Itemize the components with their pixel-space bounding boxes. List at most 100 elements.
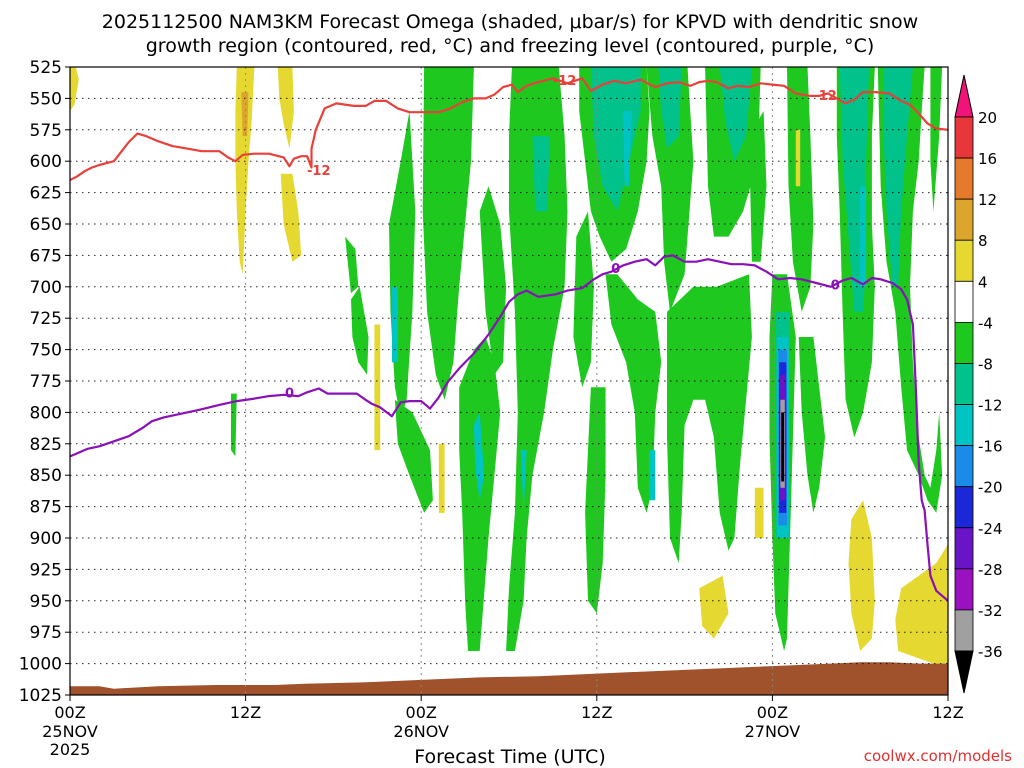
colorbar-label-1: 16	[978, 150, 997, 168]
y-tick-label-1000: 1000	[19, 655, 62, 675]
omega-region-teal-18	[532, 136, 550, 212]
chart-title-line2: growth region (contoured, red, °C) and f…	[146, 35, 875, 57]
omega-region-green-20	[573, 211, 594, 388]
ground-fill	[70, 662, 948, 695]
x-tick-label-60: 12Z	[932, 703, 963, 722]
omega-region-green-51	[930, 67, 943, 212]
omega-region-teal-50	[883, 67, 913, 287]
omega-region-teal-27	[658, 67, 682, 149]
red-contour-label-2: -12	[813, 89, 837, 104]
colorbar-label-7: -12	[978, 397, 1003, 415]
x-tick-date-48: 27NOV	[745, 722, 801, 741]
colorbar-label-12: -32	[978, 602, 1003, 620]
omega-region-green-15	[479, 186, 507, 375]
omega-region-black-42	[781, 412, 785, 482]
omega-region-orange-2	[241, 92, 249, 137]
colorbar-label-8: -16	[978, 438, 1003, 456]
colorbar-bin-12	[954, 609, 974, 652]
colorbar-label-2: 12	[978, 191, 997, 209]
x-tick-date-24: 26NOV	[393, 722, 449, 741]
y-tick-label-800: 800	[30, 403, 62, 423]
colorbar-bin-4	[954, 280, 974, 323]
omega-region-cyan-48	[860, 186, 867, 287]
purple-contour-zero	[70, 254, 948, 602]
y-tick-label-750: 750	[30, 341, 62, 361]
y-tick-label-825: 825	[30, 435, 62, 455]
y-tick-label-675: 675	[30, 246, 62, 266]
colorbar-bin-6	[954, 363, 974, 405]
omega-region-yellow-13	[438, 443, 445, 513]
omega-region-green-6	[351, 286, 369, 375]
y-tick-label-900: 900	[30, 529, 62, 549]
y-tick-label-525: 525	[30, 58, 62, 78]
ground-surface	[70, 662, 948, 695]
purple-contour-label-0: 0	[285, 387, 294, 402]
omega-region-yellow-44	[795, 129, 801, 187]
omega-region-cyan-24	[623, 111, 632, 187]
gridlines	[70, 67, 948, 695]
omega-region-green-7	[345, 236, 359, 294]
y-tick-label-650: 650	[30, 215, 62, 235]
red-contour-label-1: -12	[553, 74, 577, 89]
omega-region-cyan-16	[473, 412, 485, 501]
colorbar-label-9: -20	[978, 479, 1003, 497]
colorbar-label-0: 20	[978, 109, 997, 127]
y-tick-label-625: 625	[30, 184, 62, 204]
omega-region-cyan-19	[520, 450, 527, 513]
omega-region-yellow-53	[895, 544, 948, 664]
y-tick-label-575: 575	[30, 121, 62, 141]
purple-contour-label-2: 0	[831, 279, 840, 294]
colorbar-label-4: 4	[978, 273, 988, 291]
colorbar: 20 16 12 8 4 -4 -8 -12 -16 -20 -24 -28 -32 -36	[954, 74, 1003, 694]
omega-region-yellow-34	[754, 487, 764, 538]
chart-title-line1: 2025112500 NAM3KM Forecast Omega (shaded…	[102, 11, 918, 33]
colorbar-bin-5	[954, 321, 974, 364]
x-tick-label-0: 00Z	[54, 703, 85, 722]
contour-labels: -12 -12 -12 0 0 0	[285, 74, 840, 402]
red-contour-minus12	[70, 77, 948, 181]
y-tick-label-850: 850	[30, 466, 62, 486]
colorbar-bin-0	[954, 116, 974, 159]
y-tick-label-775: 775	[30, 372, 62, 392]
omega-region-green-29	[667, 274, 752, 564]
omega-region-yellow-3	[277, 67, 294, 149]
omega-region-green-26	[646, 67, 694, 312]
omega-region-teal-23	[590, 67, 641, 212]
omega-shading	[70, 67, 948, 664]
colorbar-label-11: -28	[978, 561, 1003, 579]
credit-text: coolwx.com/models	[864, 747, 1012, 765]
colorbar-label-5: -4	[978, 314, 993, 332]
colorbar-label-3: 8	[978, 232, 988, 250]
x-tick-label-48: 00Z	[757, 703, 788, 722]
omega-region-green-43	[787, 67, 814, 312]
omega-region-green-21	[585, 387, 606, 614]
plot-area: -12 -12 -12 0 0 0	[69, 66, 949, 696]
colorbar-bottom-arrow	[954, 650, 974, 694]
x-tick-year-0: 2025	[50, 740, 91, 759]
colorbar-bin-7	[954, 404, 974, 447]
colorbar-bin-2	[954, 198, 974, 241]
omega-region-green-17	[506, 67, 568, 651]
y-tick-label-875: 875	[30, 498, 62, 518]
y-tick-label-975: 975	[30, 623, 62, 643]
colorbar-bin-1	[954, 157, 974, 200]
colorbar-bin-9	[954, 486, 974, 529]
x-tick-label-12: 12Z	[230, 703, 261, 722]
colorbar-bin-10	[954, 527, 974, 570]
omega-region-yellow-4	[280, 173, 302, 262]
red-contour-label-0: -12	[307, 164, 331, 179]
x-tick-label-24: 00Z	[406, 703, 437, 722]
y-axis: 525 550 575 600 625 650 675 700 725 750 775 800 825 8…	[19, 58, 70, 706]
colorbar-bin-3	[954, 239, 974, 282]
y-tick-label-550: 550	[30, 89, 62, 109]
y-tick-label-1025: 1025	[19, 686, 62, 706]
omega-region-green-12	[422, 67, 474, 400]
omega-region-yellow-1	[235, 67, 255, 275]
x-tick-label-36: 12Z	[581, 703, 612, 722]
colorbar-label-13: -36	[978, 643, 1003, 661]
omega-region-green-10	[394, 399, 433, 513]
y-tick-label-925: 925	[30, 560, 62, 580]
omega-region-teal-31	[719, 67, 752, 162]
